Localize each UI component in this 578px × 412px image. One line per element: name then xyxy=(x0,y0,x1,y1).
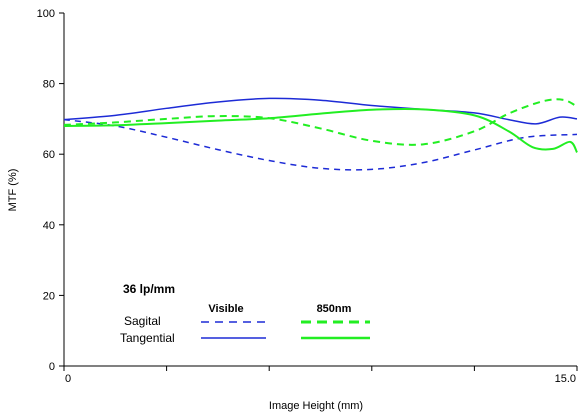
series-line-visible-sagital xyxy=(63,118,578,171)
y-tick-label: 0 xyxy=(49,361,55,373)
axes xyxy=(63,13,577,367)
ticks: 0 20 40 60 80 100 0 15.0 xyxy=(37,8,578,385)
legend-header-visible: Visible xyxy=(208,303,243,315)
y-tick-label: 100 xyxy=(37,8,55,20)
legend-header-850nm: 850nm xyxy=(317,303,352,315)
legend-label-tangential: Tangential xyxy=(120,331,175,345)
series-lines xyxy=(63,97,578,171)
series-line-850nm-sagital xyxy=(63,98,578,146)
x-tick-label: 0 xyxy=(65,373,71,385)
legend-label-sagital: Sagital xyxy=(124,314,161,328)
y-tick-label: 20 xyxy=(43,290,55,302)
y-tick-label: 40 xyxy=(43,220,55,232)
x-tick-label: 15.0 xyxy=(555,373,576,385)
series-line-850nm-tangential xyxy=(63,107,578,153)
x-axis-title: Image Height (mm) xyxy=(269,400,363,412)
frequency-annotation: 36 lp/mm xyxy=(123,282,175,296)
y-axis-title: MTF (%) xyxy=(7,169,19,212)
series-line-visible-tangential xyxy=(63,97,578,125)
y-tick-label: 60 xyxy=(43,149,55,161)
y-tick-label: 80 xyxy=(43,79,55,91)
